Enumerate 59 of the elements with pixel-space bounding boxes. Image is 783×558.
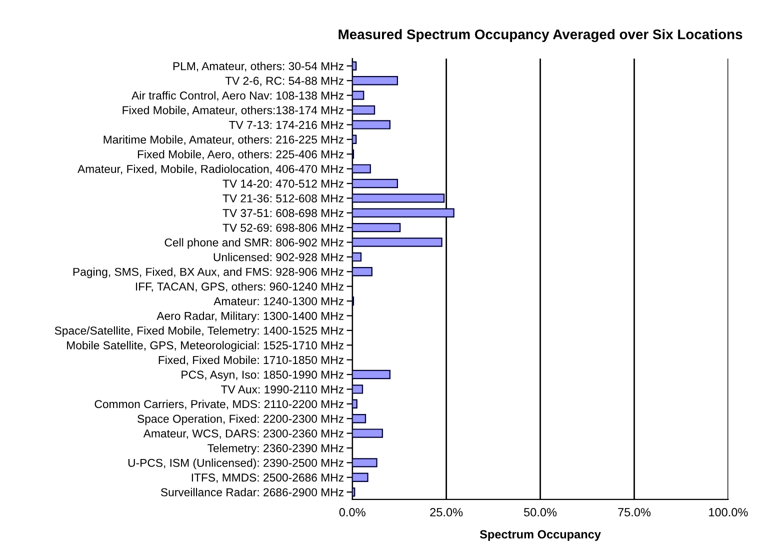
y-tick-label: Telemetry: 2360-2390 MHz [208, 444, 344, 454]
y-tick-label: Amateur, WCS, DARS: 2300-2360 MHz [143, 429, 344, 439]
y-tick-label: TV 37-51: 608-698 MHz [222, 209, 344, 218]
y-tick-label: Maritime Mobile, Amateur, others: 216-225 MHz [104, 135, 344, 145]
y-tick-label: ITFS, MMDS: 2500-2686 MHz [192, 474, 344, 483]
y-tick-label: TV Aux: 1990-2110 MHz [221, 385, 344, 394]
bar [352, 120, 390, 130]
bar [352, 134, 357, 144]
y-tick-label: Paging, SMS, Fixed, BX Aux, and FMS: 928-906 MHz [73, 268, 344, 278]
y-tick-label: TV 14-20: 470-512 MHz [222, 180, 344, 188]
y-tick-label: PCS, Asyn, Iso: 1850-1990 MHz [182, 370, 344, 381]
y-tick-label: TV 7-13: 174-216 MHz [229, 120, 344, 129]
bar [352, 399, 358, 408]
x-tick-label: 0.0% [339, 508, 366, 516]
y-tick-label: IFF, TACAN, GPS, others: 960-1240 MHz [136, 282, 344, 292]
y-tick-label: Amateur, Fixed, Mobile, Radiolocation, 406-470 MHz [78, 164, 344, 174]
chart-title: Measured Spectrum Occupancy Averaged over Six Locations [338, 29, 742, 42]
bar [352, 222, 401, 232]
bar [352, 194, 445, 203]
y-tick-label: Aero Radar, Military: 1300-1400 MHz [156, 312, 344, 322]
bar [352, 164, 371, 174]
x-tick-label: 75.0% [618, 508, 651, 516]
bar [352, 414, 366, 424]
y-tick-label: TV 52-69: 698-806 MHz [222, 224, 344, 232]
y-tick-label: Fixed, Fixed Mobile: 1710-1850 MHz [158, 356, 344, 366]
y-tick-label: Fixed Mobile, Aero, others: 225-406 MHz [138, 150, 344, 160]
y-tick-label: U-PCS, ISM (Unlicensed): 2390-2500 MHz [128, 458, 344, 470]
y-tick-label: Unlicensed: 902-928 MHz [214, 252, 344, 262]
y-tick-label: TV 21-36: 512-608 MHz [222, 194, 344, 202]
bar [352, 370, 390, 380]
bar [352, 90, 364, 100]
y-tick-label: Amateur: 1240-1300 MHz [214, 297, 344, 306]
x-tick-label: 100.0% [709, 508, 748, 516]
bar [352, 384, 364, 394]
x-tick-label: 25.0% [430, 508, 463, 516]
y-tick-label: Fixed Mobile, Amateur, others:138-174 MHz [122, 106, 344, 116]
bar [352, 428, 383, 438]
bar [352, 105, 376, 115]
bar [352, 208, 454, 218]
bar [352, 458, 378, 468]
y-tick-label: TV 2-6, RC: 54-88 MHz [225, 76, 344, 86]
y-tick-label: Air traffic Control, Aero Nav: 108-138 MHz [132, 91, 344, 101]
bar [352, 487, 356, 497]
bar [352, 472, 368, 482]
y-tick-label: Common Carriers, Private, MDS: 2110-2200 MHz [94, 400, 344, 410]
bar [352, 61, 357, 71]
y-tick-label: Space/Satellite, Fixed Mobile, Telemetry: 1400-1525 MHz [54, 326, 344, 337]
y-tick-label: Space Operation, Fixed: 2200-2300 MHz [138, 414, 344, 426]
bar [352, 238, 442, 247]
bar [352, 76, 398, 86]
x-axis-title: Spectrum Occupancy [480, 530, 601, 541]
y-tick-label: Cell phone and SMR: 806-902 MHz [164, 238, 344, 249]
x-tick-label: 50.0% [524, 508, 557, 516]
y-tick-label: PLM, Amateur, others: 30-54 MHz [173, 62, 344, 72]
bar [352, 252, 362, 262]
bar [352, 178, 398, 188]
y-tick-label: Mobile Satellite, GPS, Meteorologicial: 1525-1710 MHz [67, 340, 344, 352]
y-tick-label: Surveillance Radar: 2686-2900 MHz [160, 488, 344, 496]
bar [352, 267, 372, 276]
